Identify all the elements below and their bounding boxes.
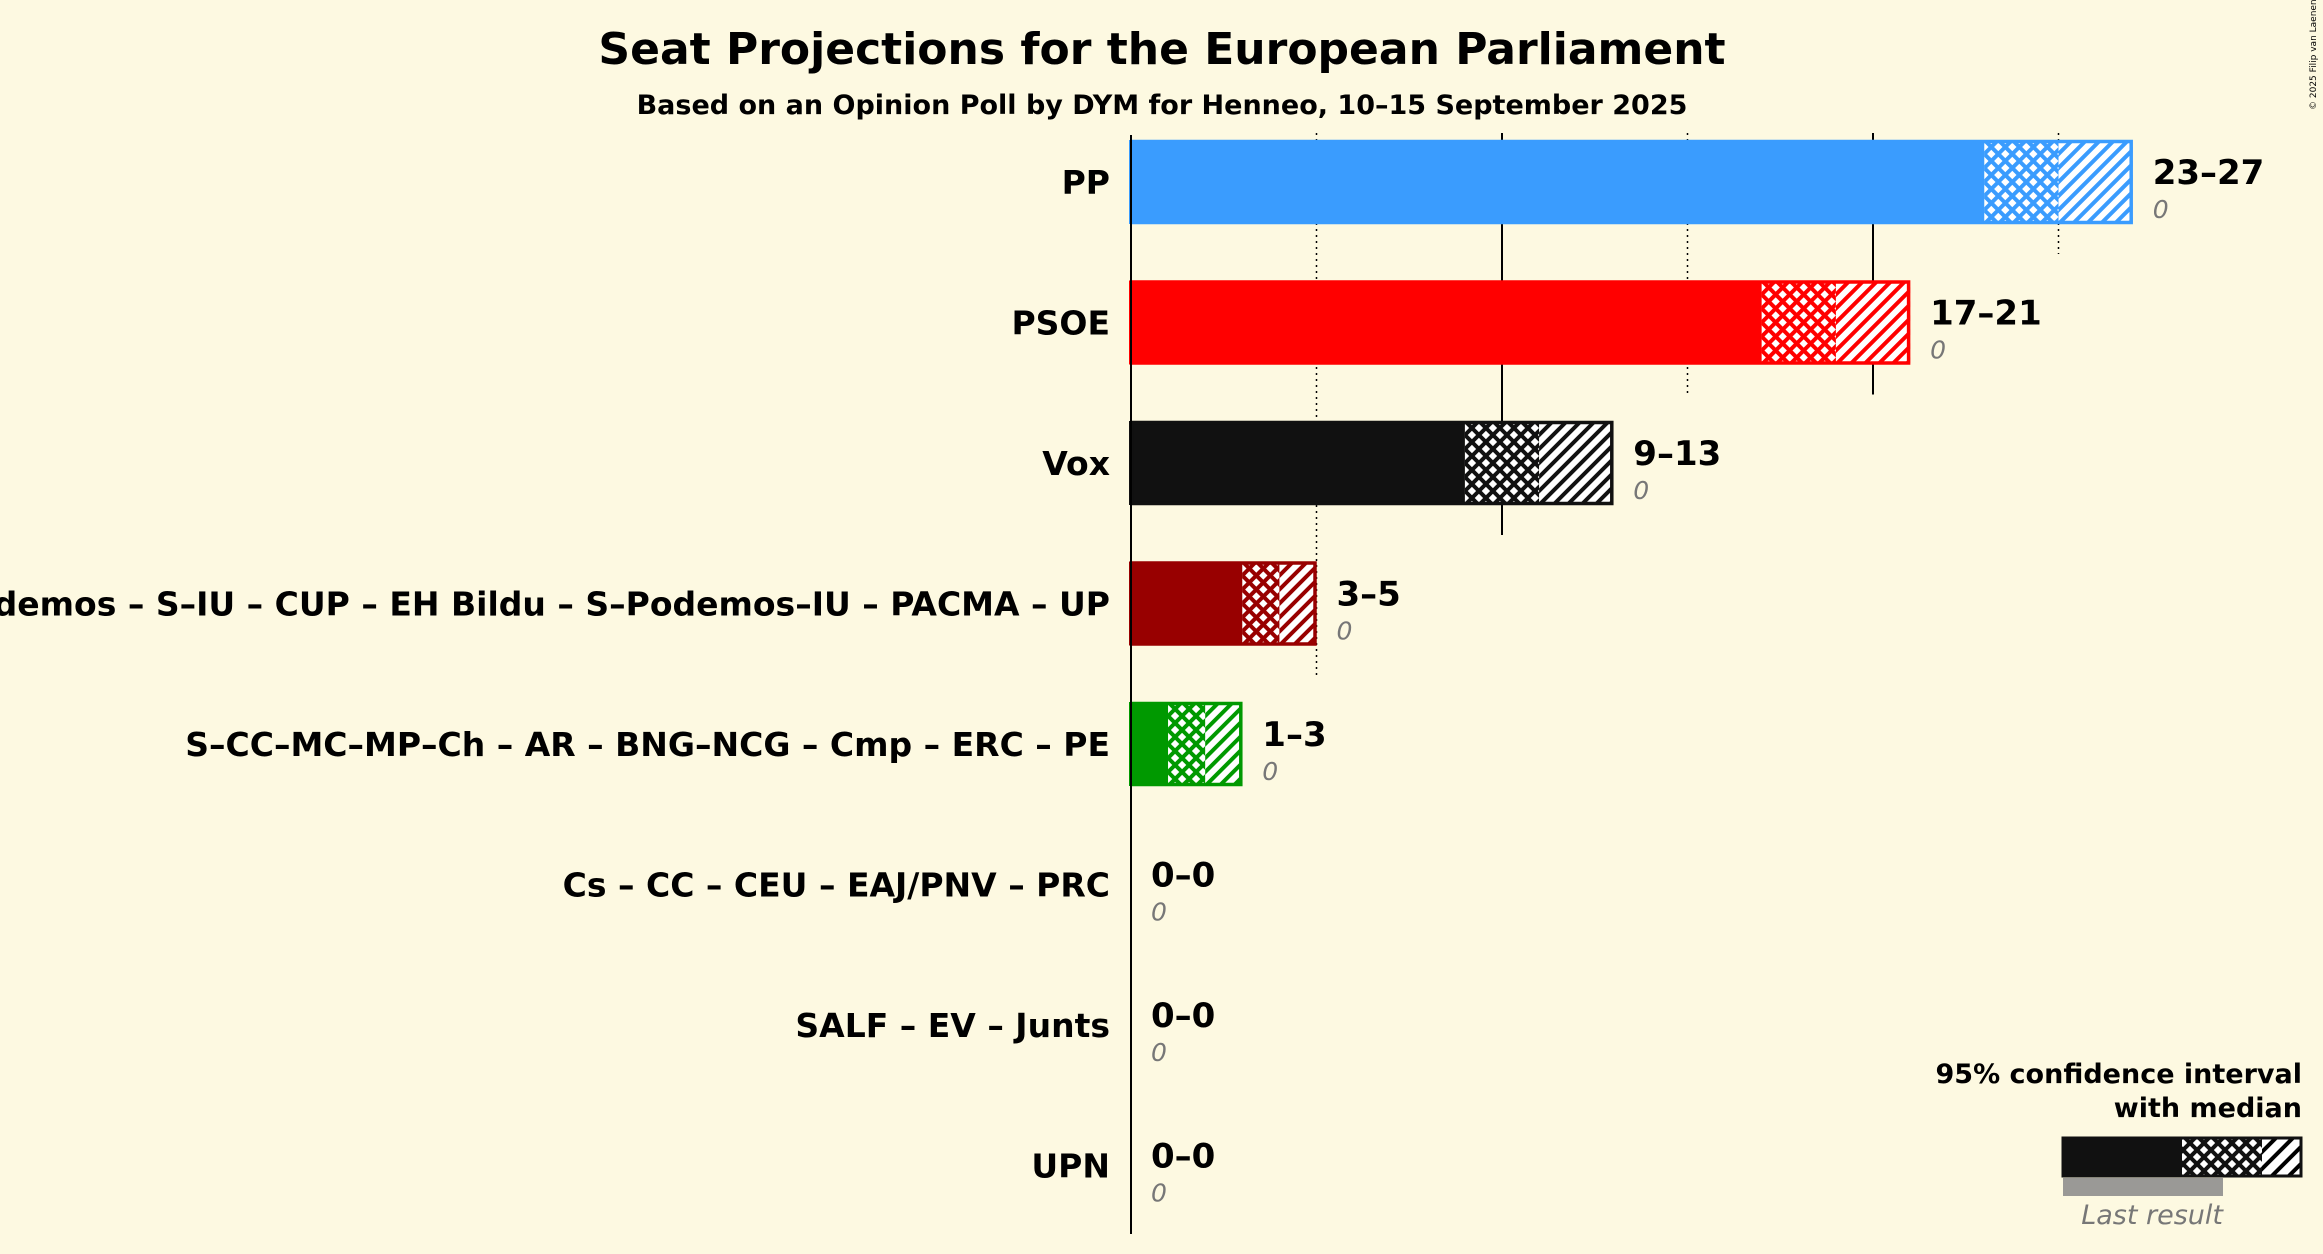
party-label: UPN bbox=[1031, 1147, 1110, 1186]
crosshatch-pattern bbox=[2182, 1137, 2262, 1177]
crosshatch-pattern bbox=[1761, 280, 1836, 365]
bar-group-1: PSOE 17–210 bbox=[1011, 280, 2042, 365]
party-label: Vox bbox=[1042, 444, 1110, 483]
range-label: 0–0 bbox=[1151, 996, 1215, 1036]
legend-box-outline bbox=[2061, 1136, 2303, 1178]
bar-group-4: S–CC–MC–MP–Ch – AR – BNG–NCG – Cmp – ERC… bbox=[185, 701, 1327, 787]
range-label: 9–13 bbox=[1633, 434, 1721, 474]
party-label: Podemos – S–IU – CUP – EH Bildu – S–Pode… bbox=[0, 585, 1110, 624]
party-label: Cs – CC – CEU – EAJ/PNV – PRC bbox=[563, 866, 1110, 905]
bar-solid bbox=[1131, 421, 1465, 505]
range-label: 1–3 bbox=[1262, 715, 1326, 755]
copyright-notice: © 2025 Filip van Laenen bbox=[2309, 0, 2319, 110]
bar-solid bbox=[1131, 702, 1169, 786]
party-label: S–CC–MC–MP–Ch – AR – BNG–NCG – Cmp – ERC… bbox=[185, 725, 1110, 764]
range-label: 3–5 bbox=[1337, 575, 1401, 615]
last-result-label: 0 bbox=[2153, 195, 2169, 224]
chart-subtitle: Based on an Opinion Poll by DYM for Henn… bbox=[637, 90, 1688, 121]
bar-group-0: PP 23–270 bbox=[1062, 139, 2265, 225]
bar-solid bbox=[1131, 140, 1985, 224]
legend-solid-swatch bbox=[2062, 1137, 2182, 1177]
crosshatch-pattern bbox=[1242, 561, 1280, 646]
crosshatch-pattern bbox=[1984, 140, 2059, 224]
legend: 95% confidence interval with median Last… bbox=[1936, 1059, 2303, 1231]
party-label: SALF – EV – Junts bbox=[795, 1006, 1110, 1045]
range-label: 0–0 bbox=[1151, 856, 1215, 896]
bar-group-5: Cs – CC – CEU – EAJ/PNV – PRC 0–00 bbox=[563, 856, 1216, 927]
range-label: 17–21 bbox=[1930, 294, 2042, 334]
bar-hatch bbox=[1205, 702, 1243, 786]
legend-title-line1: 95% confidence interval bbox=[1936, 1059, 2302, 1090]
bar-group-6: SALF – EV – Junts 0–00 bbox=[795, 996, 1215, 1067]
range-label: 23–27 bbox=[2153, 153, 2265, 193]
bar-solid bbox=[1131, 280, 1762, 365]
legend-last-result-label: Last result bbox=[2081, 1200, 2224, 1231]
bar-hatch bbox=[2058, 140, 2133, 224]
bar-solid bbox=[1131, 561, 1243, 646]
legend-last-result-swatch bbox=[2063, 1178, 2223, 1196]
last-result-label: 0 bbox=[1151, 1179, 1167, 1208]
chart-title: Seat Projections for the European Parlia… bbox=[598, 24, 1725, 75]
legend-crosshatch-lines bbox=[2182, 1137, 2262, 1177]
legend-title-line2: with median bbox=[2114, 1093, 2302, 1124]
last-result-label: 0 bbox=[1930, 336, 1946, 365]
legend-hatch-swatch bbox=[2262, 1137, 2302, 1177]
range-label: 0–0 bbox=[1151, 1137, 1215, 1177]
last-result-label: 0 bbox=[1151, 898, 1167, 927]
crosshatch-pattern bbox=[1464, 421, 1540, 505]
last-result-label: 0 bbox=[1262, 757, 1278, 786]
bar-hatch bbox=[1835, 280, 1911, 365]
party-label: PP bbox=[1062, 163, 1110, 202]
crosshatch-pattern bbox=[1168, 702, 1206, 786]
last-result-label: 0 bbox=[1151, 1038, 1167, 1067]
bar-hatch bbox=[1539, 421, 1614, 505]
party-label: PSOE bbox=[1011, 304, 1110, 343]
bar-hatch bbox=[1279, 561, 1317, 646]
last-result-label: 0 bbox=[1337, 617, 1353, 646]
bar-group-7: UPN 0–00 bbox=[1031, 1137, 1215, 1208]
last-result-label: 0 bbox=[1633, 476, 1649, 505]
bar-group-2: Vox 9–130 bbox=[1042, 420, 1721, 506]
bar-group-3: Podemos – S–IU – CUP – EH Bildu – S–Pode… bbox=[0, 561, 1401, 646]
